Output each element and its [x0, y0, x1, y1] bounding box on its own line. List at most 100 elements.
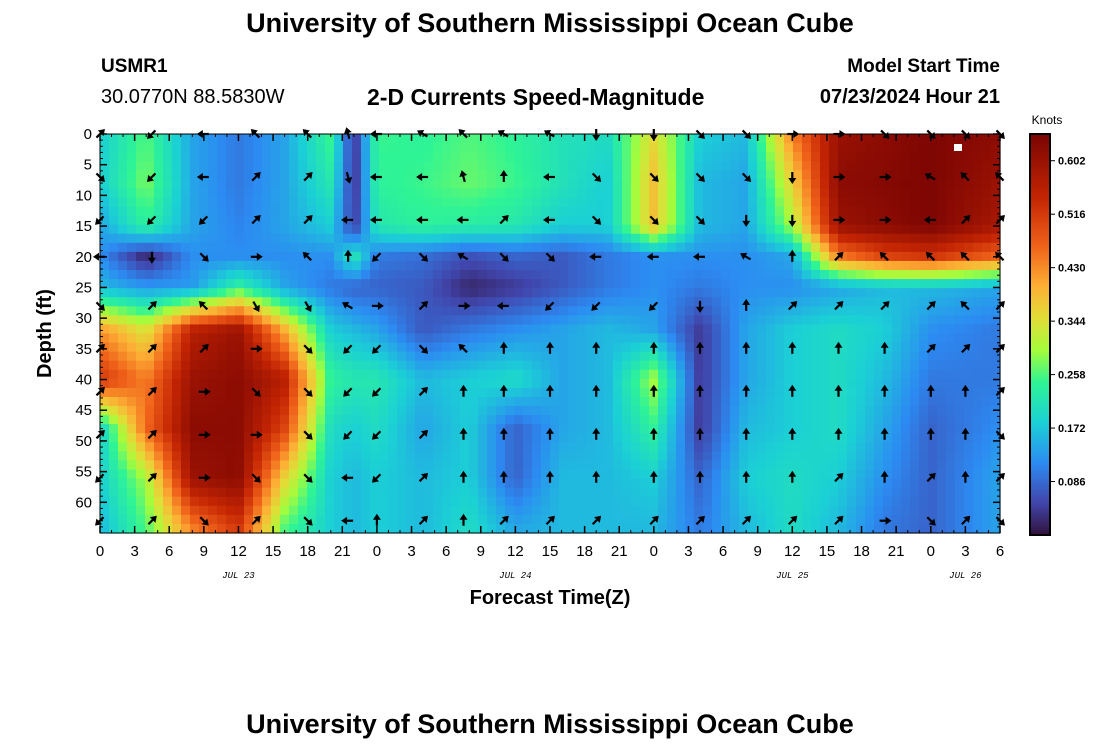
- station-coordinates: 30.0770N 88.5830W: [101, 86, 285, 108]
- heatmap-cell: [397, 197, 407, 208]
- heatmap-cell: [388, 215, 398, 226]
- heatmap-cell: [874, 351, 884, 362]
- arrow-head: [697, 217, 705, 225]
- heatmap-cell: [145, 487, 155, 498]
- heatmap-cell: [451, 224, 461, 235]
- arrow-head: [960, 251, 968, 259]
- heatmap-cell: [532, 297, 542, 307]
- current-arrow: [880, 427, 889, 440]
- heatmap-cell: [280, 297, 290, 307]
- heatmap-cell: [208, 161, 218, 171]
- heatmap-cell: [910, 206, 920, 217]
- heatmap-cell: [883, 433, 893, 443]
- heatmap-cell: [703, 424, 713, 434]
- arrow-head: [839, 215, 846, 224]
- heatmap-cell: [883, 306, 893, 316]
- heatmap-cell: [838, 451, 848, 462]
- heatmap-cell: [847, 351, 857, 362]
- heatmap-cell: [946, 469, 956, 480]
- heatmap-cell: [946, 297, 956, 307]
- heatmap-cell: [397, 279, 407, 289]
- heatmap-cell: [460, 279, 470, 289]
- heatmap-cell: [460, 152, 470, 162]
- heatmap-cell: [829, 324, 839, 335]
- heatmap-cell: [784, 351, 794, 362]
- heatmap-cell: [694, 487, 704, 498]
- heatmap-cell: [937, 415, 947, 425]
- heatmap-cell: [136, 433, 146, 443]
- heatmap-cell: [226, 406, 236, 416]
- heatmap-cell: [406, 206, 416, 217]
- heatmap-cell: [757, 260, 767, 271]
- heatmap-cell: [271, 224, 281, 235]
- heatmap-cell: [541, 179, 551, 190]
- heatmap-cell: [694, 424, 704, 434]
- heatmap-cell: [874, 233, 884, 244]
- heatmap-cell: [397, 478, 407, 489]
- heatmap-cell: [226, 134, 236, 144]
- heatmap-cell: [892, 460, 902, 471]
- heatmap-cell: [469, 487, 479, 498]
- heatmap-cell: [766, 288, 776, 298]
- heatmap-cell: [703, 315, 713, 326]
- heatmap-cell: [667, 224, 677, 235]
- heatmap-cell: [739, 469, 749, 480]
- heatmap-cell: [748, 179, 758, 190]
- heatmap-cell: [451, 523, 461, 534]
- heatmap-cell: [559, 378, 569, 389]
- heatmap-cell: [766, 152, 776, 162]
- heatmap-cell: [802, 442, 812, 452]
- heatmap-cell: [217, 433, 227, 443]
- heatmap-cell: [442, 161, 452, 171]
- heatmap-cell: [748, 143, 758, 153]
- heatmap-cell: [649, 360, 659, 371]
- heatmap-cell: [100, 233, 110, 244]
- current-arrow: [649, 384, 658, 397]
- heatmap-cell: [424, 496, 434, 507]
- heatmap-cell: [883, 424, 893, 434]
- heatmap-cell: [388, 242, 398, 253]
- heatmap-cell: [568, 270, 578, 280]
- heatmap-cell: [847, 306, 857, 316]
- heatmap-cell: [982, 478, 992, 489]
- heatmap-cell: [208, 179, 218, 190]
- heatmap-cell: [964, 251, 974, 262]
- heatmap-cell: [235, 351, 245, 362]
- heatmap-cell: [541, 396, 551, 407]
- heatmap-cell: [739, 215, 749, 226]
- heatmap-cell: [658, 333, 668, 344]
- heatmap-cell: [739, 396, 749, 407]
- heatmap-cell: [532, 143, 542, 153]
- heatmap-cell: [595, 451, 605, 462]
- current-arrow: [146, 215, 157, 225]
- current-arrow: [371, 252, 382, 262]
- heatmap-cell: [433, 442, 443, 452]
- heatmap-cell: [487, 523, 497, 534]
- heatmap-cell: [316, 360, 326, 371]
- heatmap-cell: [289, 478, 299, 489]
- heatmap-cell: [280, 242, 290, 253]
- heatmap-cell: [550, 270, 560, 280]
- current-arrow: [833, 215, 846, 224]
- heatmap-cell: [208, 170, 218, 180]
- heatmap-cell: [307, 406, 317, 416]
- heatmap-cell: [181, 505, 191, 516]
- heatmap-cell: [514, 152, 524, 162]
- heatmap-cell: [505, 206, 515, 217]
- heatmap-cell: [253, 360, 263, 371]
- heatmap-cell: [271, 433, 281, 443]
- heatmap-cell: [262, 315, 272, 326]
- heatmap-cell: [982, 451, 992, 462]
- current-arrow: [834, 427, 843, 440]
- heatmap-cell: [775, 270, 785, 280]
- heatmap-cell: [100, 460, 110, 471]
- heatmap-cell: [244, 369, 254, 380]
- current-arrow: [196, 173, 209, 181]
- heatmap-cell: [811, 288, 821, 298]
- heatmap-cell: [874, 487, 884, 498]
- heatmap-cell: [487, 242, 497, 253]
- heatmap-cell: [820, 351, 830, 362]
- current-arrow: [788, 384, 797, 397]
- heatmap-cell: [676, 396, 686, 407]
- heatmap-cell: [253, 188, 263, 199]
